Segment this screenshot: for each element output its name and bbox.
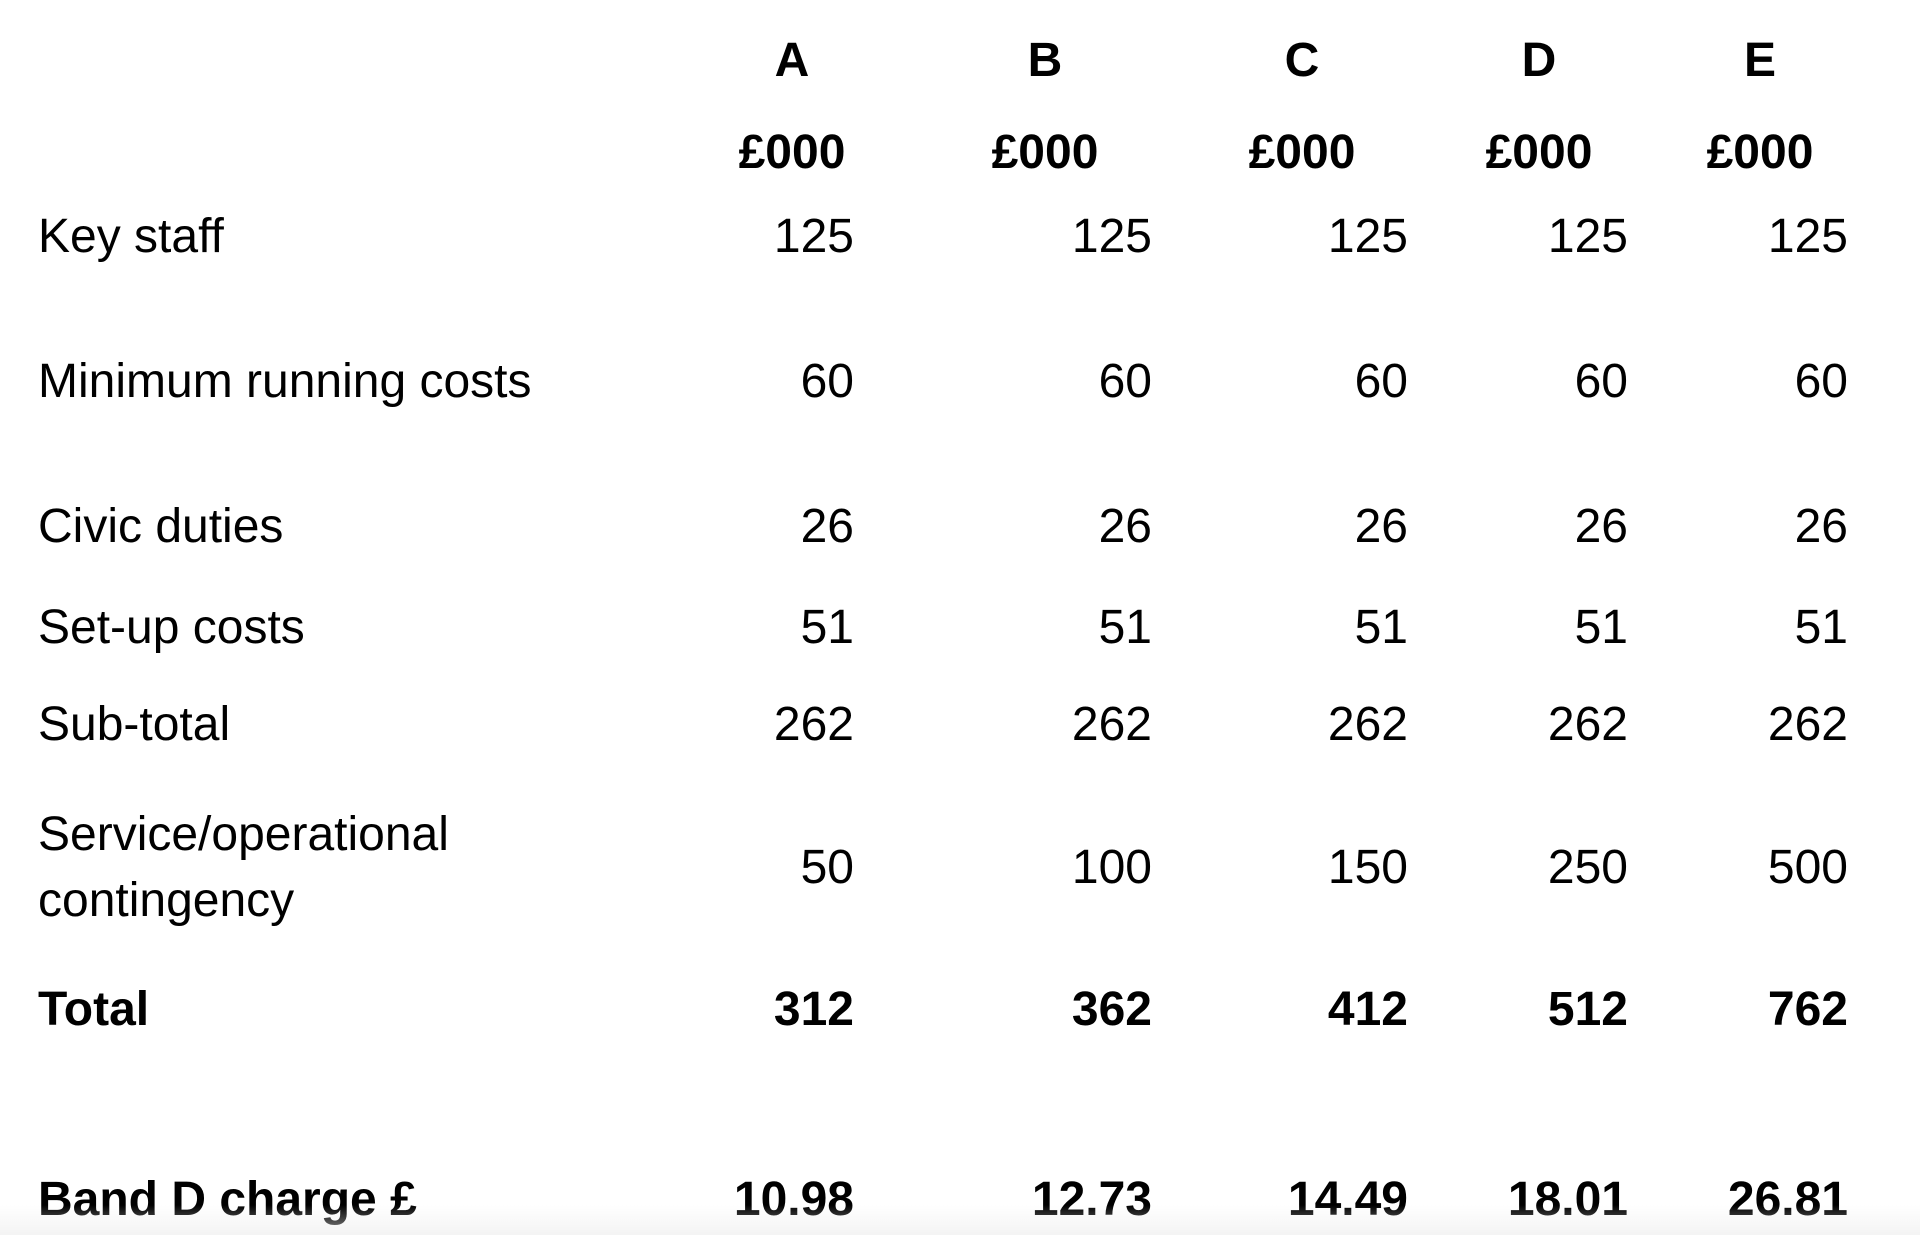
cell-key-staff-a: 125 [773, 210, 854, 263]
unit-header-a: £000 [738, 126, 846, 179]
row-label-total: Total [38, 983, 150, 1036]
column-header-e: E [1743, 34, 1776, 87]
column-header-c: C [1284, 34, 1320, 87]
unit-header-b: £000 [991, 126, 1099, 179]
cell-civic-duties-b: 26 [1098, 500, 1152, 553]
cell-key-staff-e: 125 [1767, 210, 1848, 263]
cell-sub-total-b: 262 [1071, 698, 1152, 751]
cell-key-staff-b: 125 [1071, 210, 1152, 263]
row-label-sub-total: Sub-total [38, 698, 231, 751]
cell-total-c: 412 [1327, 983, 1408, 1036]
cell-sub-total-e: 262 [1767, 698, 1848, 751]
column-header-d: D [1521, 34, 1557, 87]
cell-total-b: 362 [1071, 983, 1152, 1036]
unit-header-c: £000 [1248, 126, 1356, 179]
cell-civic-duties-e: 26 [1794, 500, 1848, 553]
cell-key-staff-c: 125 [1327, 210, 1408, 263]
cell-set-up-costs-c: 51 [1354, 601, 1408, 654]
cell-set-up-costs-e: 51 [1794, 601, 1848, 654]
cell-total-a: 312 [773, 983, 854, 1036]
cell-contingency-a: 50 [800, 841, 854, 894]
cell-minimum-running-costs-d: 60 [1574, 355, 1628, 408]
cell-minimum-running-costs-b: 60 [1098, 355, 1152, 408]
cell-total-e: 762 [1767, 983, 1848, 1036]
column-header-a: A [774, 34, 810, 87]
row-label-civic-duties: Civic duties [38, 500, 284, 553]
cell-civic-duties-a: 26 [800, 500, 854, 553]
unit-header-d: £000 [1485, 126, 1593, 179]
row-label-key-staff: Key staff [38, 210, 224, 263]
cell-civic-duties-d: 26 [1574, 500, 1628, 553]
cell-key-staff-d: 125 [1547, 210, 1628, 263]
cell-set-up-costs-a: 51 [800, 601, 854, 654]
cell-sub-total-a: 262 [773, 698, 854, 751]
cell-minimum-running-costs-a: 60 [800, 355, 854, 408]
cell-contingency-d: 250 [1547, 841, 1628, 894]
cell-sub-total-c: 262 [1327, 698, 1408, 751]
cell-set-up-costs-b: 51 [1098, 601, 1152, 654]
cell-sub-total-d: 262 [1547, 698, 1628, 751]
cell-contingency-c: 150 [1327, 841, 1408, 894]
row-label-contingency-line-1: Service/operational [38, 808, 449, 861]
cell-set-up-costs-d: 51 [1574, 601, 1628, 654]
row-label-set-up-costs: Set-up costs [38, 601, 305, 654]
row-label-contingency-line-2: contingency [38, 874, 295, 927]
unit-header-e: £000 [1706, 126, 1814, 179]
cell-contingency-b: 100 [1071, 841, 1152, 894]
cell-minimum-running-costs-c: 60 [1354, 355, 1408, 408]
row-label-minimum-running-costs: Minimum running costs [38, 355, 532, 408]
column-header-b: B [1027, 34, 1063, 87]
page-bottom-edge [0, 1205, 1920, 1235]
cell-total-d: 512 [1547, 983, 1628, 1036]
cell-civic-duties-c: 26 [1354, 500, 1408, 553]
cell-minimum-running-costs-e: 60 [1794, 355, 1848, 408]
cell-contingency-e: 500 [1767, 841, 1848, 894]
